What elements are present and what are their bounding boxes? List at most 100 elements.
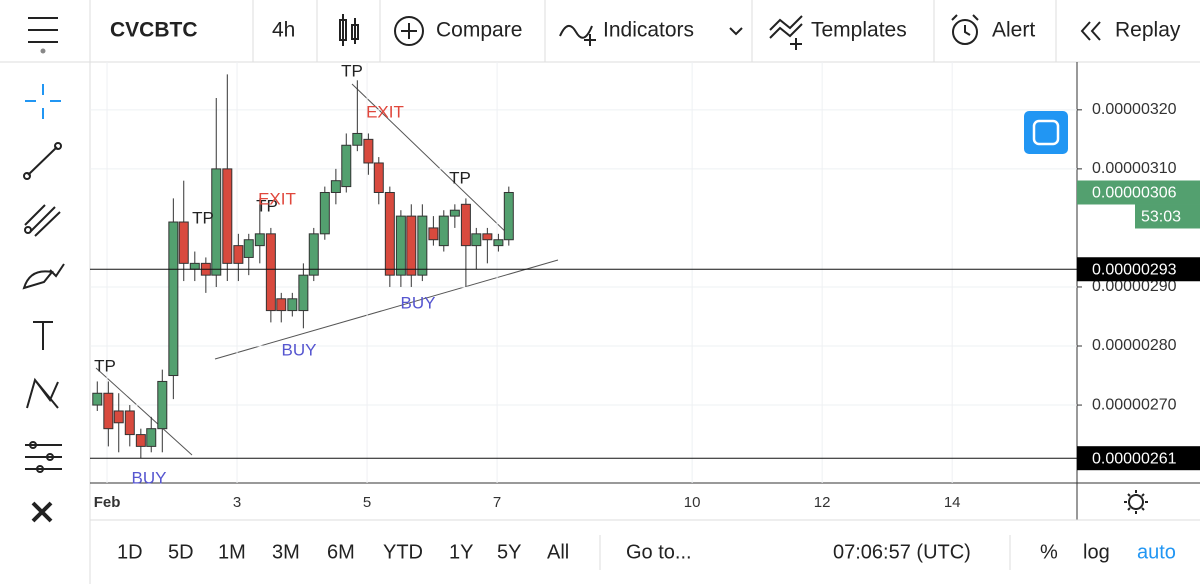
price-label: 0.00000293 bbox=[1092, 261, 1177, 278]
log-toggle[interactable]: log bbox=[1083, 541, 1110, 563]
settings-icon[interactable] bbox=[1124, 490, 1148, 514]
last-price-box bbox=[1077, 180, 1200, 205]
x-tick-label: Feb bbox=[94, 494, 121, 511]
y-tick-label: 0.00000290 bbox=[1092, 278, 1177, 295]
price-label-box bbox=[1077, 257, 1200, 282]
candle-body bbox=[319, 191, 330, 235]
templates-icon bbox=[769, 15, 803, 50]
price-label: 0.00000261 bbox=[1092, 450, 1177, 467]
candle-body bbox=[254, 233, 265, 247]
candle-body bbox=[308, 233, 319, 276]
indicators-button[interactable]: Indicators bbox=[603, 19, 694, 42]
compare-button[interactable]: Compare bbox=[436, 19, 522, 42]
indicators-icon bbox=[559, 25, 596, 46]
candle-body bbox=[417, 215, 428, 276]
candle-body bbox=[124, 410, 135, 436]
fullscreen-icon bbox=[1032, 119, 1060, 146]
range-buttons: 1D 5D 1M 3M 6M YTD 1Y 5Y All bbox=[117, 541, 569, 563]
x-tick-label: 10 bbox=[684, 494, 701, 511]
candle-body bbox=[287, 298, 298, 312]
range-button[interactable]: 5D bbox=[168, 541, 194, 563]
annotation: BUY bbox=[282, 340, 317, 359]
auto-toggle[interactable]: auto bbox=[1137, 541, 1176, 563]
candle-body bbox=[428, 227, 439, 241]
x-tick-label: 12 bbox=[814, 494, 831, 511]
y-tick-label: 0.00000320 bbox=[1092, 101, 1177, 118]
candle-body bbox=[189, 262, 200, 270]
candle-body bbox=[146, 428, 157, 447]
y-tick-label: 0.00000310 bbox=[1092, 160, 1177, 177]
candle-body bbox=[503, 191, 514, 241]
symbol[interactable]: CVCBTC bbox=[110, 19, 198, 42]
annotation: EXIT bbox=[258, 189, 296, 208]
range-button[interactable]: 5Y bbox=[497, 541, 521, 563]
candle-body bbox=[298, 274, 309, 312]
go-to-button[interactable]: Go to... bbox=[626, 541, 692, 563]
annotation: TP bbox=[94, 356, 116, 375]
candle-body bbox=[352, 132, 363, 146]
candle-body bbox=[460, 203, 471, 247]
candle-body bbox=[406, 215, 417, 276]
y-tick-label: 0.00000270 bbox=[1092, 396, 1177, 413]
x-tick-label: 3 bbox=[233, 494, 241, 511]
candle-body bbox=[157, 380, 168, 430]
candle-body bbox=[276, 298, 287, 312]
annotation: BUY bbox=[401, 293, 436, 312]
candle-body bbox=[211, 168, 222, 276]
x-tick-label: 7 bbox=[493, 494, 501, 511]
candle-body bbox=[330, 180, 341, 193]
candle-body bbox=[135, 434, 146, 447]
candle-body bbox=[265, 233, 276, 312]
range-button[interactable]: 6M bbox=[327, 541, 355, 563]
range-button[interactable]: All bbox=[547, 541, 569, 563]
compare-icon bbox=[394, 16, 424, 46]
candle-body bbox=[395, 215, 406, 276]
candle-body bbox=[233, 245, 244, 264]
annotation: TP bbox=[341, 61, 363, 80]
annotation: EXIT bbox=[366, 102, 404, 121]
annotation: TP bbox=[256, 196, 278, 215]
candle-body bbox=[113, 410, 124, 424]
candle-body bbox=[243, 239, 254, 258]
fullscreen-button[interactable] bbox=[1024, 111, 1068, 154]
range-button[interactable]: 1D bbox=[117, 541, 143, 563]
candle-body bbox=[482, 233, 493, 241]
alert-icon bbox=[951, 14, 979, 45]
countdown-box bbox=[1135, 204, 1200, 229]
candle-body bbox=[373, 162, 384, 193]
range-button[interactable]: 1M bbox=[218, 541, 246, 563]
range-button[interactable]: 1Y bbox=[449, 541, 473, 563]
chevron[interactable] bbox=[729, 27, 743, 36]
replay-button[interactable]: Replay bbox=[1115, 19, 1181, 42]
x-tick-label: 14 bbox=[944, 494, 961, 511]
annotation: TP bbox=[449, 168, 471, 187]
chart-style-icon[interactable] bbox=[339, 14, 359, 46]
percent-toggle[interactable]: % bbox=[1040, 541, 1058, 563]
chart: Feb 3 5 7 10 12 14 0.00000320 0.00000310 0.000002… bbox=[90, 61, 1200, 511]
candle-body bbox=[438, 215, 449, 247]
templates-button[interactable]: Templates bbox=[811, 19, 907, 42]
candle-body bbox=[341, 144, 352, 188]
range-button[interactable]: 3M bbox=[272, 541, 300, 563]
clock: 07:06:57 (UTC) bbox=[833, 541, 971, 563]
y-tick-label: 0.00000280 bbox=[1092, 337, 1177, 354]
annotation: TP bbox=[192, 208, 214, 227]
alert-button[interactable]: Alert bbox=[992, 19, 1035, 42]
candle-body bbox=[222, 168, 233, 264]
range-button[interactable]: YTD bbox=[383, 541, 423, 563]
candle-body bbox=[471, 233, 482, 247]
toolbar-separators bbox=[252, 0, 1057, 570]
last-price-label: 0.00000306 bbox=[1092, 185, 1177, 202]
x-tick-label: 5 bbox=[363, 494, 371, 511]
left-toolbar[interactable] bbox=[22, 17, 65, 523]
replay-icon bbox=[1080, 21, 1101, 41]
annotation: BUY bbox=[132, 468, 167, 487]
candle-body bbox=[168, 221, 179, 377]
candle-body bbox=[92, 392, 103, 406]
candle-body bbox=[449, 209, 460, 217]
interval[interactable]: 4h bbox=[272, 19, 295, 42]
price-label-box bbox=[1077, 446, 1200, 471]
